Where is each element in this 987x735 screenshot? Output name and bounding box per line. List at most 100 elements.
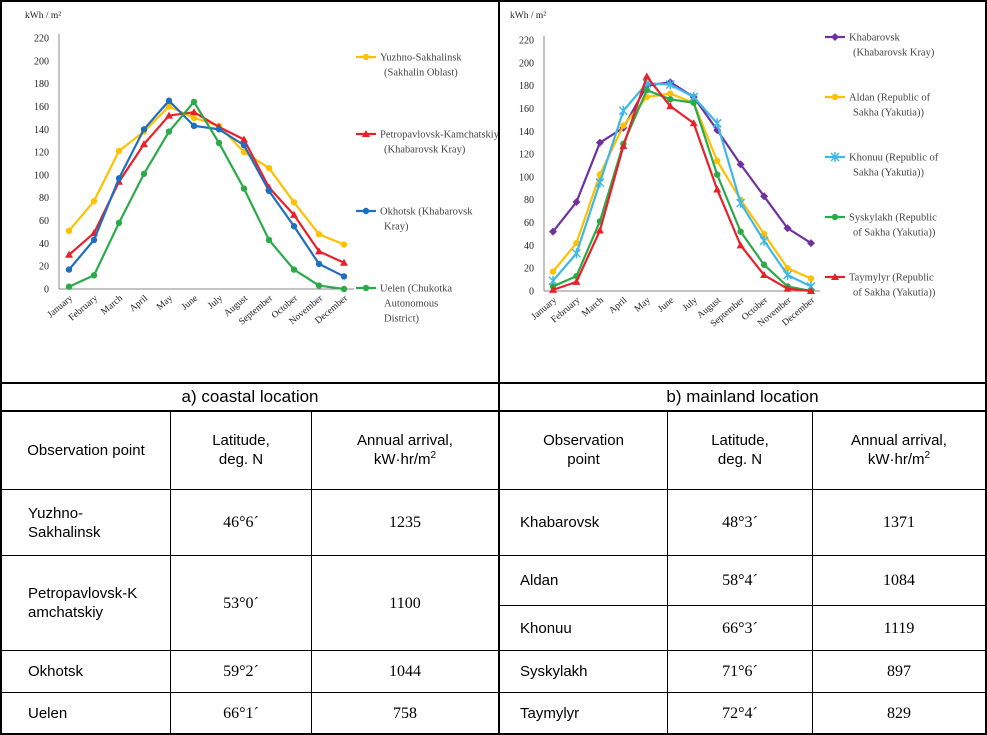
point-0-1-4 bbox=[165, 111, 173, 119]
legend-marker-0-0 bbox=[362, 53, 370, 61]
point-0-2-6 bbox=[215, 126, 223, 133]
coastal-point-1: Yuzhno-Sakhalinsk bbox=[28, 504, 101, 541]
point-1-1-5 bbox=[667, 90, 674, 97]
point-1-2-7 bbox=[712, 118, 722, 129]
row-line-mainland-split bbox=[498, 605, 987, 606]
y-tick-label-0-220: 220 bbox=[34, 34, 49, 45]
point-1-4-5 bbox=[666, 102, 675, 110]
y-tick-label-1-0: 0 bbox=[529, 287, 534, 298]
point-0-2-9 bbox=[290, 223, 298, 230]
y-tick-label-0-200: 200 bbox=[34, 56, 49, 67]
mainland-arrival-5: 829 bbox=[887, 704, 911, 722]
caption-top-line bbox=[0, 382, 987, 384]
center-divider bbox=[498, 0, 500, 735]
point-1-3-7 bbox=[713, 171, 721, 178]
point-0-0-5 bbox=[190, 114, 198, 122]
x-tick-label-1-4: May bbox=[633, 295, 653, 314]
y-tick-label-1-40: 40 bbox=[524, 241, 534, 252]
y-tick-label-1-160: 160 bbox=[519, 104, 534, 115]
coastal-arrival-4: 758 bbox=[393, 704, 417, 722]
point-1-3-9 bbox=[760, 261, 768, 268]
point-1-4-3 bbox=[619, 142, 628, 150]
y-tick-label-1-100: 100 bbox=[519, 172, 534, 183]
point-1-4-0 bbox=[549, 285, 557, 293]
point-1-0-1 bbox=[572, 198, 581, 207]
series-0-0 bbox=[65, 103, 348, 248]
series-1-2 bbox=[548, 78, 816, 292]
point-0-3-4 bbox=[165, 128, 173, 135]
x-tick-label-0-2: March bbox=[100, 293, 126, 317]
legend-entry-1-3: Syskylakh (Republic of Sakha (Yakutia)) bbox=[849, 213, 937, 239]
point-0-3-6 bbox=[215, 139, 223, 147]
point-1-4-6 bbox=[689, 119, 698, 127]
point-1-3-5 bbox=[667, 96, 674, 103]
point-0-2-10 bbox=[315, 260, 323, 268]
point-1-4-7 bbox=[713, 185, 722, 193]
point-1-4-4 bbox=[642, 72, 651, 80]
point-0-3-7 bbox=[240, 185, 248, 192]
point-0-0-2 bbox=[115, 147, 123, 155]
legend-entry-0-2: Okhotsk (Khabarovsk Kray) bbox=[380, 207, 473, 233]
row-line-2 bbox=[0, 650, 987, 651]
series-1-3 bbox=[549, 87, 815, 295]
header-observation-point-mainland: Observation point bbox=[543, 432, 624, 468]
mainland-latitude-2: 58°4´ bbox=[722, 572, 758, 589]
y-tick-label-0-20: 20 bbox=[39, 262, 49, 273]
point-0-0-10 bbox=[315, 231, 323, 238]
coastal-latitude-2: 53°0´ bbox=[223, 594, 259, 612]
point-0-3-3 bbox=[140, 170, 148, 177]
mainland-latitude-1: 48°3´ bbox=[722, 514, 758, 531]
legend-entry-1-0: Khabarovsk (Khabarovsk Kray) bbox=[849, 33, 935, 59]
col-line-a2 bbox=[311, 410, 312, 735]
x-tick-label-1-6: July bbox=[681, 295, 700, 313]
border-left bbox=[0, 0, 2, 735]
mainland-latitude-4: 71°6´ bbox=[722, 663, 758, 680]
point-1-3-8 bbox=[737, 228, 744, 235]
point-1-2-5 bbox=[665, 79, 675, 90]
point-0-2-4 bbox=[165, 97, 173, 104]
col-line-b2 bbox=[812, 410, 813, 735]
y-tick-label-0-160: 160 bbox=[34, 102, 49, 113]
point-0-3-9 bbox=[290, 266, 298, 273]
point-1-0-8 bbox=[736, 160, 745, 169]
legend-marker-0-2 bbox=[362, 207, 370, 215]
point-0-3-2 bbox=[115, 219, 123, 227]
legend-marker-0-1 bbox=[362, 130, 370, 137]
point-1-1-9 bbox=[760, 230, 768, 238]
series-line-0-3 bbox=[68, 100, 345, 291]
point-1-4-2 bbox=[595, 226, 604, 234]
legend-marker-1-1 bbox=[831, 93, 839, 101]
point-0-0-1 bbox=[90, 197, 98, 205]
header-latitude-coastal: Latitude, deg. N bbox=[212, 432, 270, 468]
header-annual-arrival-coastal: Annual arrival, kW·hr/m2 bbox=[357, 432, 453, 468]
y-tick-label-0-0: 0 bbox=[44, 285, 49, 296]
point-0-0-8 bbox=[265, 164, 273, 172]
y-tick-label-0-60: 60 bbox=[39, 216, 49, 227]
coastal-arrival-2: 1100 bbox=[389, 594, 421, 612]
point-0-2-11 bbox=[340, 273, 348, 280]
header-observation-point-coastal: Observation point bbox=[27, 441, 145, 459]
legend-entry-1-4: Taymylyr (Republic of Sakha (Yakutia)) bbox=[849, 273, 936, 299]
series-0-2 bbox=[65, 97, 348, 280]
point-0-0-0 bbox=[65, 227, 73, 235]
mainland-arrival-2: 1084 bbox=[883, 572, 915, 589]
coastal-point-4: Uelen bbox=[28, 704, 68, 722]
y-axis-label-0: kWh / m² bbox=[25, 11, 61, 21]
point-1-2-10 bbox=[783, 270, 793, 281]
point-1-0-11 bbox=[807, 239, 815, 248]
point-0-3-0 bbox=[65, 283, 73, 290]
border-right bbox=[985, 0, 987, 735]
point-0-1-9 bbox=[290, 210, 298, 218]
caption-mainland: b) mainland location bbox=[666, 387, 819, 406]
y-tick-label-0-100: 100 bbox=[34, 170, 49, 181]
point-0-2-1 bbox=[90, 236, 98, 244]
point-1-1-7 bbox=[713, 157, 721, 165]
point-0-3-8 bbox=[265, 236, 273, 244]
coastal-point-2: Petropavlovsk-Kamchatskiy bbox=[28, 585, 138, 621]
row-line-3 bbox=[0, 692, 987, 693]
point-1-4-9 bbox=[760, 271, 769, 279]
y-tick-label-1-200: 200 bbox=[519, 58, 534, 69]
point-1-2-9 bbox=[759, 235, 769, 246]
mainland-arrival-4: 897 bbox=[887, 663, 911, 680]
